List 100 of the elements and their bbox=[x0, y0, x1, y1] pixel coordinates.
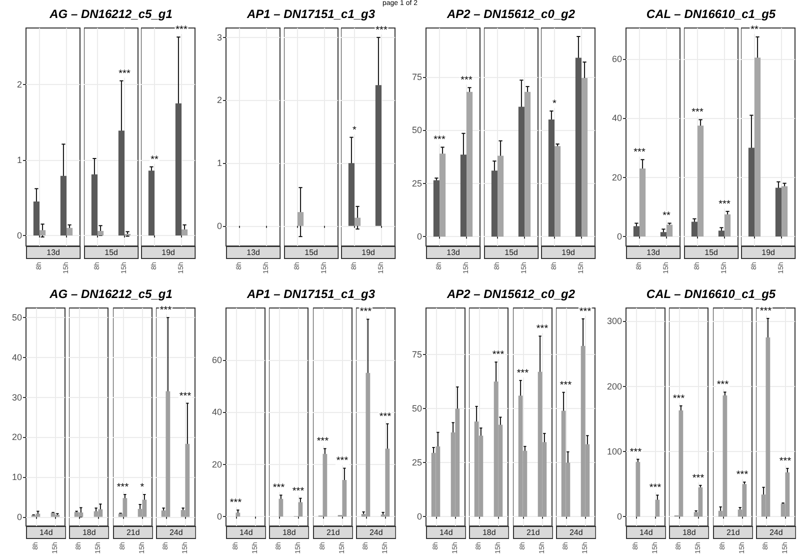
x-axis-title: 24d bbox=[169, 528, 183, 537]
bar bbox=[697, 126, 704, 237]
x-axis-title: 15d bbox=[704, 248, 718, 257]
x-axis-title: 18d bbox=[82, 528, 96, 537]
bar bbox=[524, 92, 530, 237]
y-tick-label: 0 bbox=[616, 512, 622, 522]
annotation: *** bbox=[716, 380, 728, 391]
text: AP1 – DN17151_c1_g3 bbox=[246, 287, 376, 301]
x-axis-title: 24d bbox=[769, 528, 783, 537]
y-tick-label: 0 bbox=[16, 512, 22, 522]
y-tick-label: 75 bbox=[412, 350, 422, 360]
bar bbox=[122, 498, 127, 517]
bar bbox=[666, 224, 673, 237]
bar bbox=[776, 188, 782, 237]
annotation: *** bbox=[673, 393, 685, 404]
y-tick-label: 1 bbox=[16, 155, 22, 166]
bar bbox=[754, 58, 761, 237]
annotation: *** bbox=[579, 306, 591, 318]
annotation: *** bbox=[760, 306, 772, 317]
annotation: ** bbox=[750, 24, 759, 36]
annotation: *** bbox=[376, 24, 388, 36]
y-tick-label: 0 bbox=[16, 230, 22, 240]
x-axis-title: 18d bbox=[282, 528, 296, 537]
annotation: *** bbox=[634, 147, 646, 158]
bar bbox=[554, 146, 561, 237]
x-axis-title: 13d bbox=[46, 248, 60, 257]
y-tick-label: 50 bbox=[12, 312, 22, 323]
x-axis-title: 19d bbox=[362, 248, 376, 257]
x-axis-title: 14d bbox=[39, 528, 53, 537]
annotation: *** bbox=[176, 24, 188, 36]
y-tick-label: 25 bbox=[412, 178, 422, 188]
y-tick-label: 2 bbox=[16, 80, 22, 90]
x-axis-title: 21d bbox=[326, 528, 340, 537]
text: AP1 – DN17151_c1_g3 bbox=[246, 7, 376, 21]
annotation: *** bbox=[160, 305, 172, 316]
annotation: *** bbox=[336, 456, 348, 467]
y-tick-label: 0 bbox=[216, 512, 222, 522]
bar bbox=[142, 500, 146, 517]
y-tick-label: 0 bbox=[416, 232, 422, 242]
y-tick-label: 60 bbox=[212, 354, 222, 365]
y-tick-label: 0 bbox=[416, 512, 422, 522]
y-tick-label: 20 bbox=[612, 172, 622, 182]
x-axis-title: 21d bbox=[126, 528, 140, 537]
y-tick-label: 60 bbox=[612, 54, 622, 64]
bar bbox=[342, 480, 346, 517]
bar bbox=[518, 106, 524, 237]
annotation: *** bbox=[691, 107, 704, 118]
x-axis-title: 15d bbox=[504, 248, 518, 257]
y-tick-label: 30 bbox=[12, 392, 22, 402]
x-axis-title: 13d bbox=[446, 248, 460, 257]
text: CAL – DN16610_c1_g5 bbox=[645, 7, 777, 21]
y-tick-label: 40 bbox=[612, 113, 622, 124]
x-axis-title: 24d bbox=[369, 528, 383, 537]
bar bbox=[640, 168, 646, 237]
bar bbox=[724, 214, 730, 237]
annotation: *** bbox=[779, 456, 791, 467]
x-axis-title: 21d bbox=[526, 528, 540, 537]
bar bbox=[385, 448, 390, 517]
y-tick-label: 0 bbox=[216, 220, 222, 231]
bar bbox=[494, 382, 498, 517]
bar bbox=[691, 222, 698, 237]
bar bbox=[466, 92, 473, 237]
bar bbox=[166, 391, 170, 517]
annotation: * bbox=[352, 124, 357, 136]
y-tick-label: 10 bbox=[12, 472, 22, 482]
bar bbox=[785, 472, 790, 517]
annotation: *** bbox=[649, 482, 662, 494]
annotation: *** bbox=[460, 75, 472, 86]
text: AG – DN16212_c5_g1 bbox=[48, 287, 174, 301]
bar bbox=[440, 154, 446, 237]
bar bbox=[722, 395, 727, 517]
annotation: *** bbox=[118, 68, 130, 80]
y-tick-label: 2 bbox=[216, 95, 222, 106]
text: AG – DN16212_c5_g1 bbox=[48, 7, 174, 21]
text: CAL – DN16610_c1_g5 bbox=[645, 287, 777, 301]
bar bbox=[118, 130, 124, 236]
y-tick-label: 20 bbox=[12, 432, 22, 442]
x-axis-title: 15d bbox=[104, 248, 118, 257]
annotation: *** bbox=[630, 446, 642, 458]
annotation: *** bbox=[536, 324, 548, 335]
x-axis-title: 14d bbox=[439, 528, 453, 537]
y-tick-label: 25 bbox=[412, 458, 422, 468]
bar bbox=[548, 120, 555, 237]
y-tick-label: 40 bbox=[12, 352, 22, 362]
y-tick-label: 75 bbox=[412, 72, 422, 82]
bar bbox=[60, 176, 66, 236]
bar bbox=[718, 230, 724, 237]
bar bbox=[455, 408, 460, 517]
x-axis-title: 18d bbox=[482, 528, 496, 537]
bar bbox=[748, 148, 755, 237]
bar bbox=[185, 444, 190, 517]
annotation: *** bbox=[692, 472, 704, 484]
bar bbox=[433, 180, 440, 237]
bar bbox=[633, 226, 640, 237]
annotation: *** bbox=[736, 470, 748, 481]
y-tick-label: 0 bbox=[616, 232, 622, 242]
bar bbox=[366, 372, 370, 517]
y-tick-label: 200 bbox=[606, 381, 622, 392]
bar bbox=[474, 422, 479, 517]
y-tick-label: 50 bbox=[412, 125, 422, 136]
